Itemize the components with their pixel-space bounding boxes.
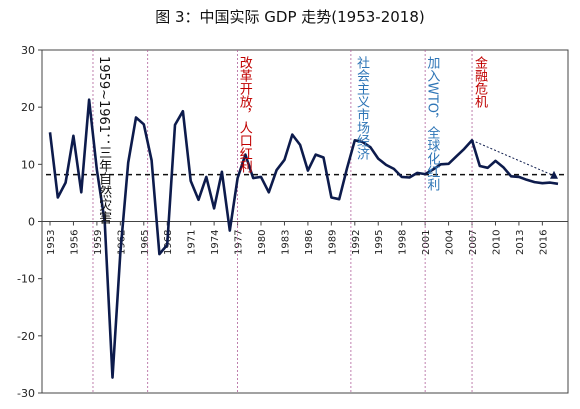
x-tick-label: 1992 xyxy=(351,230,362,255)
x-tick-label: 1971 xyxy=(187,230,198,255)
x-tick-label: 2010 xyxy=(491,230,502,255)
x-tick-label: 1953 xyxy=(46,230,57,255)
x-tick-label: 2001 xyxy=(421,230,432,255)
x-tick-label: 1968 xyxy=(163,230,174,255)
y-tick-label: -20 xyxy=(17,330,35,343)
x-tick-label: 2016 xyxy=(538,230,549,255)
x-tick-label: 1956 xyxy=(69,230,80,255)
x-tick-label: 1986 xyxy=(304,230,315,255)
period-annotation: 金融危机 xyxy=(472,55,488,109)
y-tick-label: -10 xyxy=(17,273,35,286)
x-tick-label: 1998 xyxy=(398,230,409,255)
x-tick-label: 1977 xyxy=(234,229,245,254)
x-tick-label: 1974 xyxy=(210,230,221,255)
chart-title: 图 3：中国实际 GDP 走势(1953-2018) xyxy=(155,8,425,26)
x-tick-label: 1995 xyxy=(374,230,385,255)
x-tick-label: 2007 xyxy=(468,230,479,255)
y-tick-label: -30 xyxy=(17,387,35,400)
period-annotation: 社会主义市场经济 xyxy=(354,55,370,160)
x-tick-label: 1983 xyxy=(280,230,291,255)
x-tick-label: 1989 xyxy=(327,230,338,255)
period-annotation: 改革开放，人口红利 xyxy=(237,56,253,173)
x-tick-label: 2004 xyxy=(445,230,456,255)
period-annotation: 1959~1961：三年自然灾害 xyxy=(96,56,112,226)
x-tick-label: 1965 xyxy=(140,230,151,255)
period-annotation: 加入WTO，全球化红利 xyxy=(424,56,440,191)
x-tick-label: 1980 xyxy=(257,230,268,255)
y-tick-label: 10 xyxy=(21,158,35,171)
trend-arrow-head xyxy=(550,170,558,179)
y-tick-label: 30 xyxy=(21,44,35,57)
x-tick-label: 1959 xyxy=(93,230,104,255)
trend-arrow-line xyxy=(471,139,555,177)
y-tick-label: 20 xyxy=(21,101,35,114)
y-tick-label: 0 xyxy=(28,216,35,229)
x-tick-label: 2013 xyxy=(515,230,526,255)
gdp-growth-series-line xyxy=(48,98,559,379)
